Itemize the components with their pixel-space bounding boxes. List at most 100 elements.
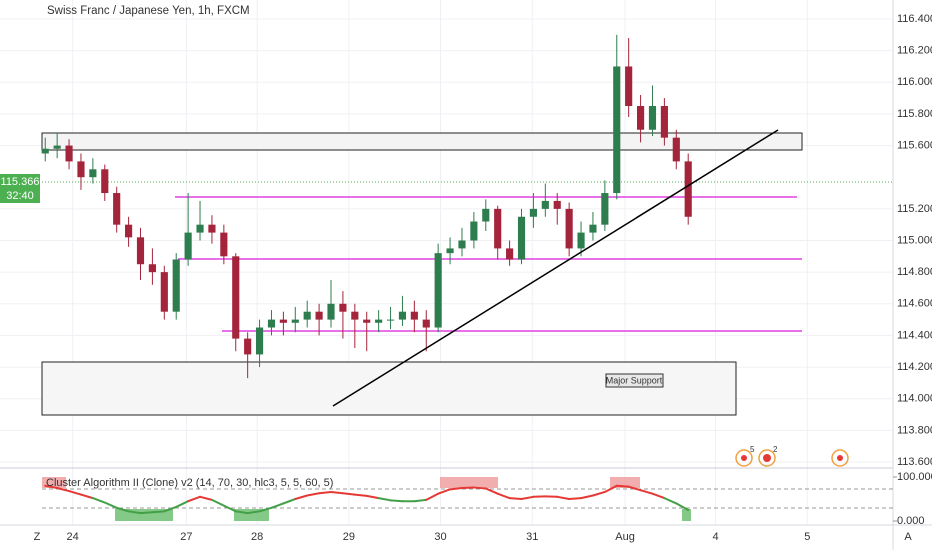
candle-body <box>672 137 680 162</box>
x-tick-label: 27 <box>180 531 192 543</box>
x-tick-label: 31 <box>526 531 538 543</box>
indicator-line <box>282 498 297 505</box>
indicator-line <box>663 497 678 505</box>
indicator-line <box>68 490 82 496</box>
candle-body <box>577 232 585 249</box>
x-tick-label: 28 <box>251 531 263 543</box>
x-tick-label: 24 <box>67 531 79 543</box>
indicator-line <box>199 495 213 501</box>
y-tick-label: 116.000 <box>897 76 932 88</box>
y-tick-label: 114.200 <box>897 361 932 373</box>
indicator-line <box>306 492 321 497</box>
corner-button[interactable]: Z <box>34 531 41 543</box>
indicator-line <box>246 510 261 515</box>
candle-body <box>613 66 621 194</box>
oversold-zone <box>682 509 691 521</box>
candle-body <box>375 319 383 323</box>
candle-body <box>172 259 180 312</box>
candle-body <box>565 208 573 249</box>
resistance-zone <box>41 132 803 151</box>
indicator-line <box>675 502 690 511</box>
y-tick-label: 115.000 <box>897 234 932 246</box>
indicator-line <box>591 490 606 497</box>
indicator-line <box>222 504 237 513</box>
countdown-tag <box>0 189 40 203</box>
x-tick-label: Aug <box>615 531 635 543</box>
indicator-line <box>449 487 463 491</box>
indicator-line <box>472 486 487 490</box>
y-tick-label: 114.000 <box>897 393 932 405</box>
candle-body <box>601 193 609 225</box>
indicator-line <box>580 494 594 500</box>
indicator-line <box>270 502 285 509</box>
y-tick-label: 115.200 <box>897 203 932 215</box>
x-tick-label: 29 <box>343 531 355 543</box>
y-tick-label: 115.600 <box>897 139 932 151</box>
candle-body <box>446 248 454 254</box>
event-dot <box>837 455 843 461</box>
candle-body <box>553 200 561 209</box>
event-icon[interactable] <box>831 449 849 467</box>
grid <box>0 0 893 525</box>
candle-body <box>136 237 145 265</box>
indicator-tick-label: 0.000 <box>897 515 925 527</box>
indicator-line <box>56 487 71 493</box>
candle-body <box>77 161 85 178</box>
candle-body <box>648 106 657 130</box>
support-zone <box>41 361 737 416</box>
candle-body <box>506 248 514 260</box>
y-tick-label: 113.600 <box>897 456 932 468</box>
indicator-line <box>91 497 106 504</box>
candle-body <box>160 272 168 312</box>
y-tick-label: 114.800 <box>897 266 932 278</box>
candle-body <box>684 161 692 217</box>
candle-body <box>279 319 287 323</box>
indicator-line <box>79 493 94 500</box>
candle-body <box>589 224 597 233</box>
indicator-line <box>103 501 118 509</box>
indicator-line <box>389 499 404 503</box>
candle-body <box>41 148 49 154</box>
indicator-line <box>44 484 59 489</box>
candle-body <box>637 106 645 130</box>
candle-body <box>339 303 347 312</box>
candle-body <box>625 66 633 107</box>
indicator-line <box>639 489 654 495</box>
candle-body <box>267 319 276 328</box>
indicator-line <box>151 510 166 514</box>
candle-body <box>53 145 61 149</box>
candle-body <box>482 208 490 222</box>
indicator-line <box>330 490 344 495</box>
last-price-tag <box>0 174 40 189</box>
corner-button[interactable]: A <box>904 531 912 543</box>
candle-body <box>125 224 133 238</box>
indicator-line <box>210 498 225 507</box>
event-icon[interactable] <box>735 449 753 467</box>
indicator-line <box>484 487 499 495</box>
candle-body <box>232 256 240 339</box>
candle-body <box>89 169 97 178</box>
candle-body <box>148 264 156 273</box>
candle-body <box>529 208 537 217</box>
indicator-line <box>234 510 249 515</box>
indicator-line <box>651 492 666 500</box>
indicator <box>44 484 690 515</box>
candle-body <box>101 169 109 194</box>
candle-body <box>422 319 430 328</box>
candle-body <box>208 224 216 233</box>
event-icon[interactable] <box>758 449 776 467</box>
candle-body <box>494 208 502 249</box>
y-tick-label: 113.800 <box>897 424 932 436</box>
indicator-line <box>615 484 630 488</box>
indicator-line <box>341 492 356 496</box>
last-price: 115.366 <box>1 176 40 188</box>
candle-body <box>291 319 299 323</box>
candle-body <box>660 106 668 138</box>
candle-body <box>65 145 73 162</box>
overbought-zone <box>42 477 66 488</box>
indicator-line <box>496 492 511 500</box>
event-count: 2 <box>773 445 778 454</box>
candle-body <box>541 200 549 209</box>
annotation: Major Support <box>606 375 663 385</box>
